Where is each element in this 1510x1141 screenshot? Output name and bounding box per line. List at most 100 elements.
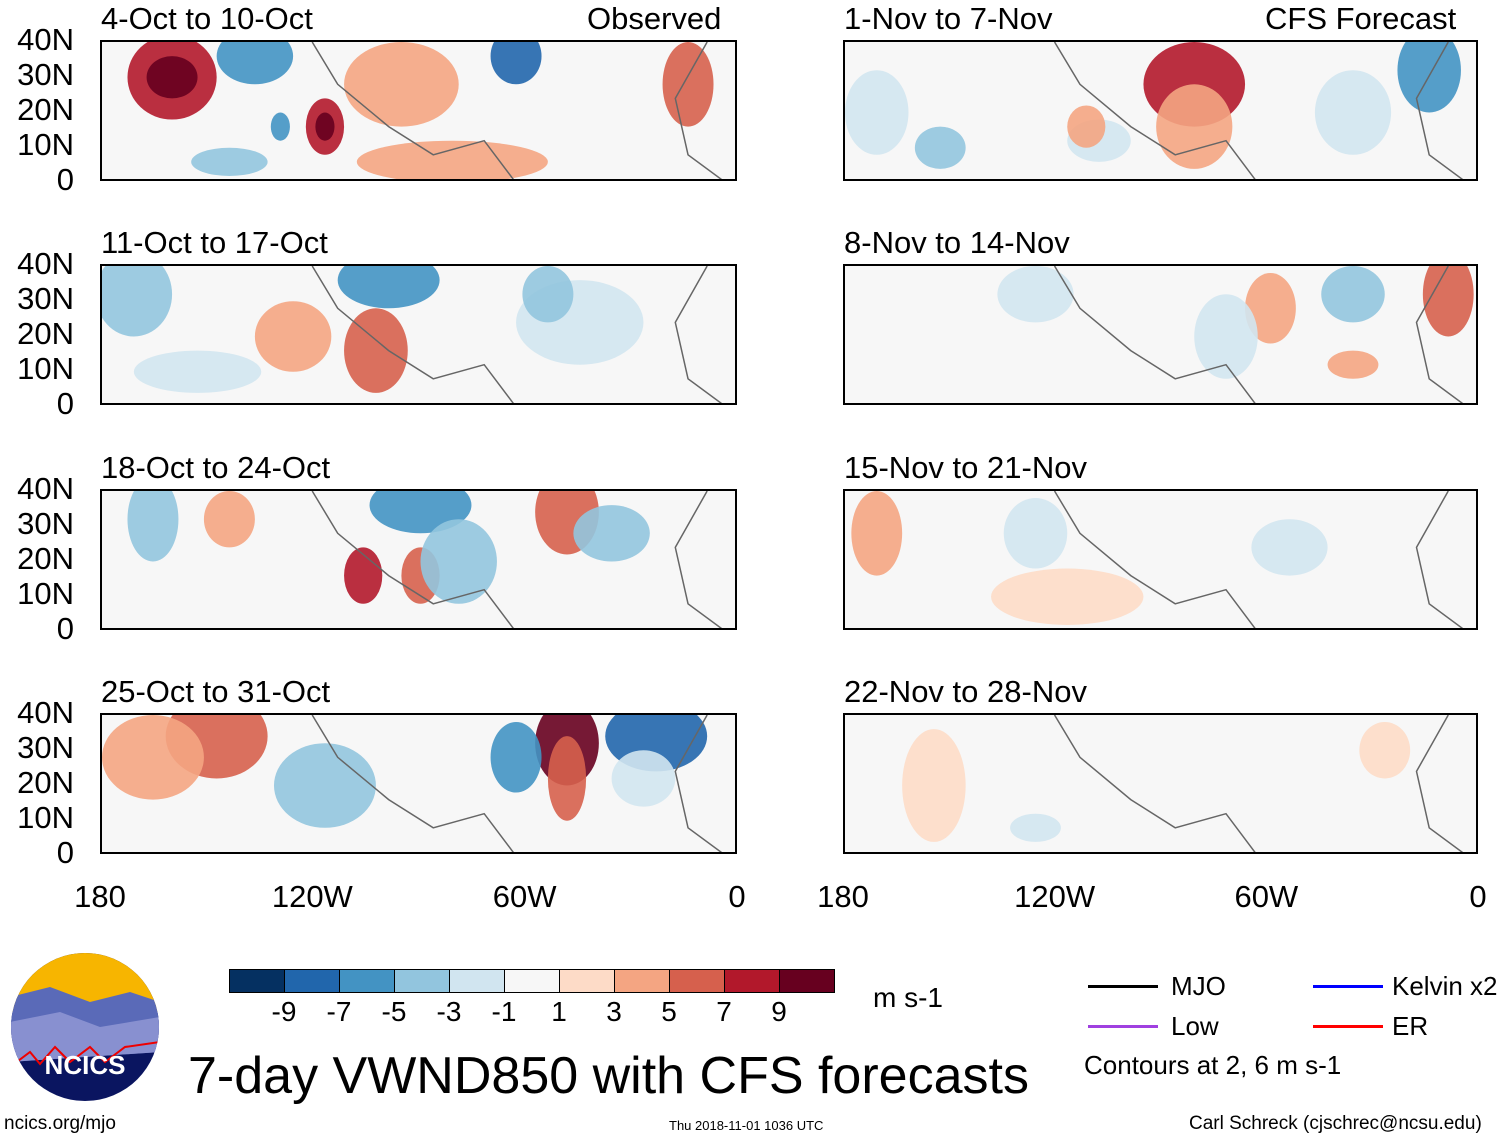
anomaly-region	[1327, 350, 1379, 379]
anomaly-region	[1245, 273, 1296, 344]
coastline-africa	[674, 715, 723, 852]
anomaly-region	[146, 56, 198, 99]
lon-label: 0	[1469, 879, 1487, 914]
lat-label: 0	[56, 835, 74, 870]
coastline	[311, 491, 514, 628]
anomaly-region	[991, 568, 1144, 625]
colorbar-tick: 9	[771, 996, 787, 1027]
colorbar-tick: -1	[491, 996, 517, 1027]
colorbar-tick: 7	[716, 996, 732, 1027]
lat-label: 0	[56, 162, 74, 197]
coastline	[311, 266, 514, 403]
panel-title: 11-Oct to 17-Oct	[101, 225, 328, 260]
anomaly-region	[1194, 294, 1258, 379]
anomaly-region	[1010, 813, 1061, 842]
coastline-africa	[1415, 266, 1464, 403]
anomaly-region	[344, 547, 383, 604]
lat-label: 30N	[17, 57, 74, 92]
anomaly-region	[611, 750, 676, 807]
anomaly-region	[914, 126, 966, 169]
colorbar-swatch	[449, 969, 505, 993]
anomaly-region	[270, 112, 290, 141]
anomaly-region	[1067, 105, 1106, 148]
coastline	[1053, 715, 1256, 852]
anomaly-region	[547, 736, 587, 821]
anomaly-region	[273, 743, 376, 828]
anomaly-region	[344, 308, 408, 393]
map-panel	[843, 264, 1478, 405]
colorbar-swatch	[724, 969, 780, 993]
coastline	[311, 42, 514, 179]
anomaly-region	[102, 715, 204, 800]
anomaly-region	[845, 70, 909, 155]
map-panel	[843, 40, 1478, 181]
anomaly-region	[344, 42, 459, 127]
lat-label: 40N	[17, 246, 74, 281]
forecast-header: CFS Forecast	[1265, 1, 1457, 36]
anomaly-region	[254, 301, 332, 372]
lat-label: 30N	[17, 730, 74, 765]
lat-label: 20N	[17, 316, 74, 351]
coastline-africa	[1415, 42, 1464, 179]
coastline-africa	[1415, 491, 1464, 628]
coastline-africa	[674, 266, 723, 403]
lat-label: 10N	[17, 800, 74, 835]
colorbar-tick: 3	[606, 996, 622, 1027]
footer-url[interactable]: ncics.org/mjo	[4, 1113, 116, 1134]
lat-label: 10N	[17, 351, 74, 386]
panel-title: 15-Nov to 21-Nov	[844, 450, 1087, 485]
coastline-africa	[674, 491, 723, 628]
lat-label: 20N	[17, 765, 74, 800]
colorbar-swatch	[339, 969, 395, 993]
anomaly-region	[127, 491, 179, 562]
legend-mjo-line	[1088, 985, 1158, 988]
anomaly-region	[1003, 498, 1068, 569]
anomaly-region	[662, 42, 714, 127]
anomaly-region	[997, 266, 1074, 323]
lon-label: 120W	[1014, 879, 1096, 914]
colorbar-tick: -5	[381, 996, 407, 1027]
colorbar-swatch	[614, 969, 670, 993]
legend-low-line	[1088, 1025, 1158, 1028]
colorbar-swatch	[559, 969, 615, 993]
coastline-africa	[674, 42, 723, 179]
anomaly-region	[522, 266, 574, 323]
legend-low-label: Low	[1171, 1011, 1219, 1041]
lat-label: 10N	[17, 576, 74, 611]
ncics-logo: NCICS	[10, 952, 160, 1102]
anomaly-region	[420, 519, 497, 604]
lon-label: 180	[817, 879, 869, 914]
anomaly-region	[216, 42, 294, 85]
colorbar-swatch	[394, 969, 450, 993]
lat-label: 0	[56, 611, 74, 646]
map-panel	[100, 40, 737, 181]
lat-label: 20N	[17, 541, 74, 576]
anomaly-region	[851, 491, 903, 576]
footer-author: Carl Schreck (cjschrec@ncsu.edu)	[1189, 1113, 1482, 1134]
colorbar-swatch	[504, 969, 560, 993]
anomaly-region	[337, 266, 440, 309]
panel-title: 18-Oct to 24-Oct	[101, 450, 331, 485]
contour-note: Contours at 2, 6 m s-1	[1084, 1050, 1342, 1080]
lat-label: 20N	[17, 92, 74, 127]
map-panel	[100, 264, 737, 405]
logo-text: NCICS	[45, 1050, 126, 1080]
anomaly-region	[1321, 266, 1385, 323]
lon-label: 180	[74, 879, 126, 914]
colorbar-swatch	[229, 969, 285, 993]
lon-label: 60W	[492, 879, 557, 914]
map-panel	[843, 489, 1478, 630]
lat-label: 0	[56, 386, 74, 421]
legend-er-label: ER	[1392, 1011, 1429, 1041]
lat-label: 40N	[17, 22, 74, 57]
anomaly-region	[1359, 722, 1411, 779]
anomaly-region	[133, 350, 262, 393]
panel-title: 1-Nov to 7-Nov	[844, 1, 1053, 36]
coastline	[1053, 42, 1256, 179]
anomaly-region	[102, 266, 173, 337]
anomaly-region	[1156, 84, 1233, 169]
observed-header: Observed	[587, 1, 722, 36]
anomaly-region	[1314, 70, 1392, 155]
map-panel	[843, 713, 1478, 854]
colorbar-tick: 5	[661, 996, 677, 1027]
